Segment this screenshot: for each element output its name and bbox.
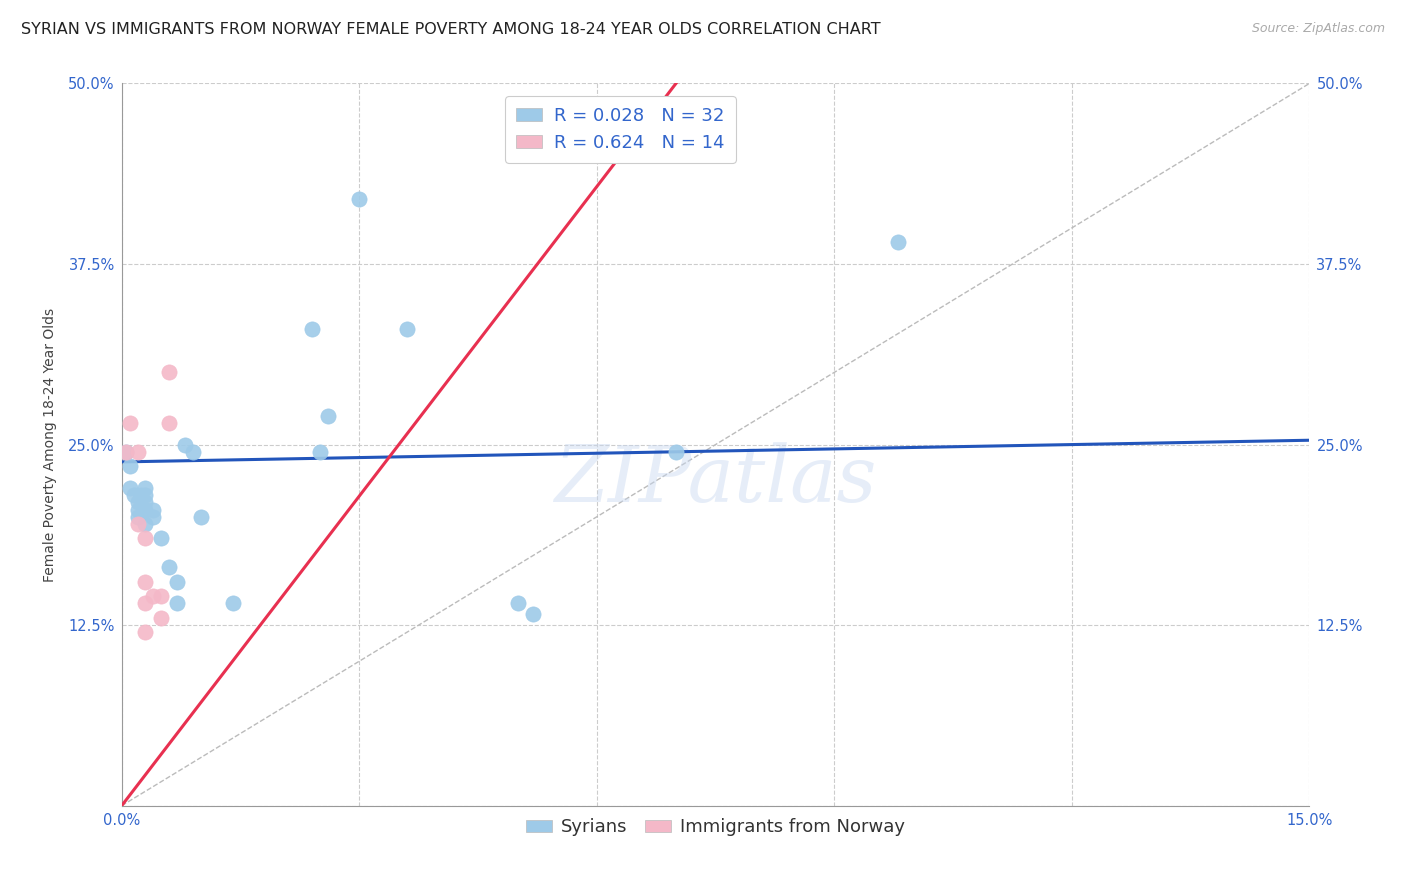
- Point: [522, 607, 544, 621]
- Point: [134, 495, 156, 509]
- Point: [127, 444, 149, 458]
- Point: [142, 502, 165, 516]
- Point: [127, 495, 149, 509]
- Point: [134, 516, 156, 531]
- Point: [150, 611, 173, 625]
- Point: [127, 509, 149, 524]
- Point: [665, 444, 688, 458]
- Point: [174, 437, 197, 451]
- Point: [150, 589, 173, 603]
- Text: Source: ZipAtlas.com: Source: ZipAtlas.com: [1251, 22, 1385, 36]
- Point: [395, 322, 418, 336]
- Point: [886, 235, 908, 250]
- Point: [134, 481, 156, 495]
- Point: [134, 625, 156, 640]
- Point: [190, 509, 212, 524]
- Point: [122, 488, 145, 502]
- Text: SYRIAN VS IMMIGRANTS FROM NORWAY FEMALE POVERTY AMONG 18-24 YEAR OLDS CORRELATIO: SYRIAN VS IMMIGRANTS FROM NORWAY FEMALE …: [21, 22, 880, 37]
- Point: [114, 444, 136, 458]
- Text: ZIPatlas: ZIPatlas: [554, 442, 877, 519]
- Point: [157, 560, 180, 574]
- Point: [150, 532, 173, 546]
- Point: [134, 502, 156, 516]
- Point: [118, 416, 141, 430]
- Point: [131, 488, 153, 502]
- Point: [142, 589, 165, 603]
- Point: [134, 532, 156, 546]
- Point: [127, 516, 149, 531]
- Point: [118, 481, 141, 495]
- Point: [142, 509, 165, 524]
- Point: [221, 597, 243, 611]
- Point: [134, 574, 156, 589]
- Point: [316, 409, 339, 423]
- Point: [114, 444, 136, 458]
- Point: [157, 365, 180, 379]
- Point: [127, 502, 149, 516]
- Point: [308, 444, 330, 458]
- Point: [134, 597, 156, 611]
- Point: [506, 141, 529, 155]
- Y-axis label: Female Poverty Among 18-24 Year Olds: Female Poverty Among 18-24 Year Olds: [44, 308, 58, 582]
- Legend: Syrians, Immigrants from Norway: Syrians, Immigrants from Norway: [519, 811, 912, 844]
- Point: [347, 192, 370, 206]
- Point: [157, 416, 180, 430]
- Point: [134, 488, 156, 502]
- Point: [506, 597, 529, 611]
- Point: [166, 597, 188, 611]
- Point: [166, 574, 188, 589]
- Point: [118, 459, 141, 474]
- Point: [301, 322, 323, 336]
- Point: [181, 444, 204, 458]
